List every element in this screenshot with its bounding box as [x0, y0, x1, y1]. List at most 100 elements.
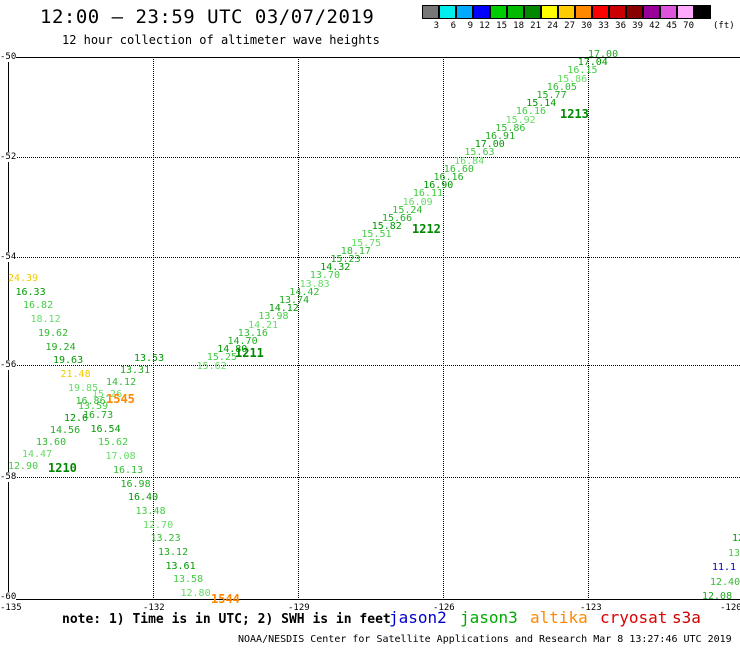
track-1210-value: 13.59 [78, 401, 109, 412]
track-1213-value: 16.11 [412, 188, 443, 200]
track-west-value: 16.98 [120, 478, 151, 490]
latitude-label: -58 [0, 472, 17, 482]
credit-line: NOAA/NESDIS Center for Satellite Applica… [238, 634, 732, 645]
track-west-value: 16.40 [128, 492, 159, 504]
longitude-label: -123 [580, 603, 602, 613]
track-1213-value: 13.70 [309, 270, 340, 282]
legend-label: 12 [479, 21, 490, 31]
track-1213-value: 14.42 [289, 286, 320, 298]
track-1210-value: 14.12 [106, 377, 137, 388]
track-1213-value: 15.51 [361, 229, 392, 241]
track-west-value: 16.33 [15, 286, 46, 298]
track-1213-value: 16.05 [546, 81, 577, 93]
legend-swatch [558, 5, 575, 19]
legend-swatch [592, 5, 609, 19]
track-east-value: 11.1 [712, 562, 737, 573]
track-time-label: 1545 [106, 392, 135, 406]
longitude-label: -135 [0, 603, 22, 613]
latitude-label: -52 [0, 152, 17, 162]
track-east-value: 12.08 [702, 591, 733, 602]
track-west-value: 19.62 [38, 327, 69, 339]
track-west-value: 24.39 [8, 273, 39, 284]
legend-label: 6 [450, 21, 456, 31]
track-1213-value: 16.60 [443, 163, 474, 175]
legend-swatch [643, 5, 660, 19]
track-east-value: 12.40 [710, 576, 740, 588]
track-1213-value: 18.17 [340, 245, 371, 257]
track-1213-value: 15.75 [351, 237, 382, 249]
longitude-label: -132 [143, 603, 165, 613]
track-time-label: 1213 [560, 107, 589, 121]
legend-label: 21 [530, 21, 541, 31]
track-1213-value: 15.25 [206, 352, 237, 364]
track-west-value: 13.58 [173, 574, 204, 586]
track-west-value: 21.48 [60, 368, 91, 380]
color-legend [422, 5, 711, 19]
track-1213-value: 14.12 [268, 303, 299, 315]
legend-unit: (ft) [713, 21, 735, 31]
track-1210-value: 14.56 [50, 425, 81, 436]
longitude-gridline [298, 57, 299, 600]
legend-swatch [575, 5, 592, 19]
track-west-value: 16.13 [113, 464, 144, 476]
track-west-value: 18.12 [30, 314, 61, 326]
latitude-gridline [8, 477, 740, 478]
track-1213-value: 15.66 [382, 213, 413, 224]
track-1213-value: 17.00 [588, 49, 619, 60]
track-west-value: 16.54 [90, 423, 121, 435]
track-1213-value: 16.91 [485, 131, 516, 142]
legend-label: 15 [496, 21, 507, 31]
track-west-value: 13.12 [158, 547, 189, 558]
latitude-label: -50 [0, 52, 17, 62]
track-1213-value: 15.86 [495, 122, 526, 134]
legend-swatch [439, 5, 456, 19]
track-1213-value: 15.23 [330, 254, 361, 265]
longitude-label: -126 [433, 603, 455, 613]
legend-swatch [490, 5, 507, 19]
legend-swatch [694, 5, 711, 19]
legend-swatch [626, 5, 643, 19]
legend-swatch [473, 5, 490, 19]
latitude-label: -56 [0, 360, 17, 370]
track-1210-value: 12.90 [8, 461, 39, 472]
track-1213-value: 16.84 [454, 155, 485, 167]
track-1213-value: 15.82 [371, 221, 402, 233]
latitude-gridline [8, 365, 740, 366]
track-1213-value: 15.92 [505, 114, 536, 126]
legend-label: 18 [513, 21, 524, 31]
track-time-label: 1212 [412, 222, 441, 236]
track-1213-value: 14.80 [217, 344, 248, 356]
legend-label: 9 [467, 21, 473, 31]
track-1210-value: 13.53 [134, 353, 165, 364]
track-1213-value: 13.83 [299, 278, 330, 290]
track-west-value: 19.63 [53, 355, 84, 367]
legend-label: 3 [433, 21, 439, 31]
track-west-value: 19.24 [45, 341, 76, 353]
track-1213-value: 16.16 [515, 106, 546, 118]
track-time-label: 1210 [48, 461, 77, 475]
track-west-value: 12.80 [180, 588, 211, 600]
color-legend-labels: 3 6 9 12 15 18 21 24 27 30 33 36 39 42 45 70 [422, 21, 694, 31]
track-1210-value: 15.26 [92, 389, 123, 400]
track-time-label: 1544 [211, 592, 240, 606]
track-1213-value: 15.77 [536, 90, 567, 101]
track-1213-value: 16.15 [567, 65, 598, 77]
legend-swatch [660, 5, 677, 19]
latitude-label: -54 [0, 252, 17, 262]
track-1213-value: 15.63 [464, 147, 495, 159]
track-west-value: 13.61 [165, 560, 196, 572]
legend-swatch [524, 5, 541, 19]
legend-swatch [456, 5, 473, 19]
track-1213-value: 13.98 [258, 311, 289, 323]
legend-swatch [609, 5, 626, 19]
satellite-jason2: jason2 [389, 608, 447, 627]
track-west-value: 15.62 [98, 437, 129, 449]
track-1213-value: 15.14 [526, 98, 557, 110]
track-west-value: 13.23 [150, 533, 181, 545]
track-east-value: 13 [728, 547, 740, 559]
satellite-jason3: jason3 [460, 608, 518, 627]
legend-label: 30 [581, 21, 592, 31]
satellite-altika: altika [530, 608, 588, 627]
track-west-value: 13.48 [135, 505, 166, 517]
